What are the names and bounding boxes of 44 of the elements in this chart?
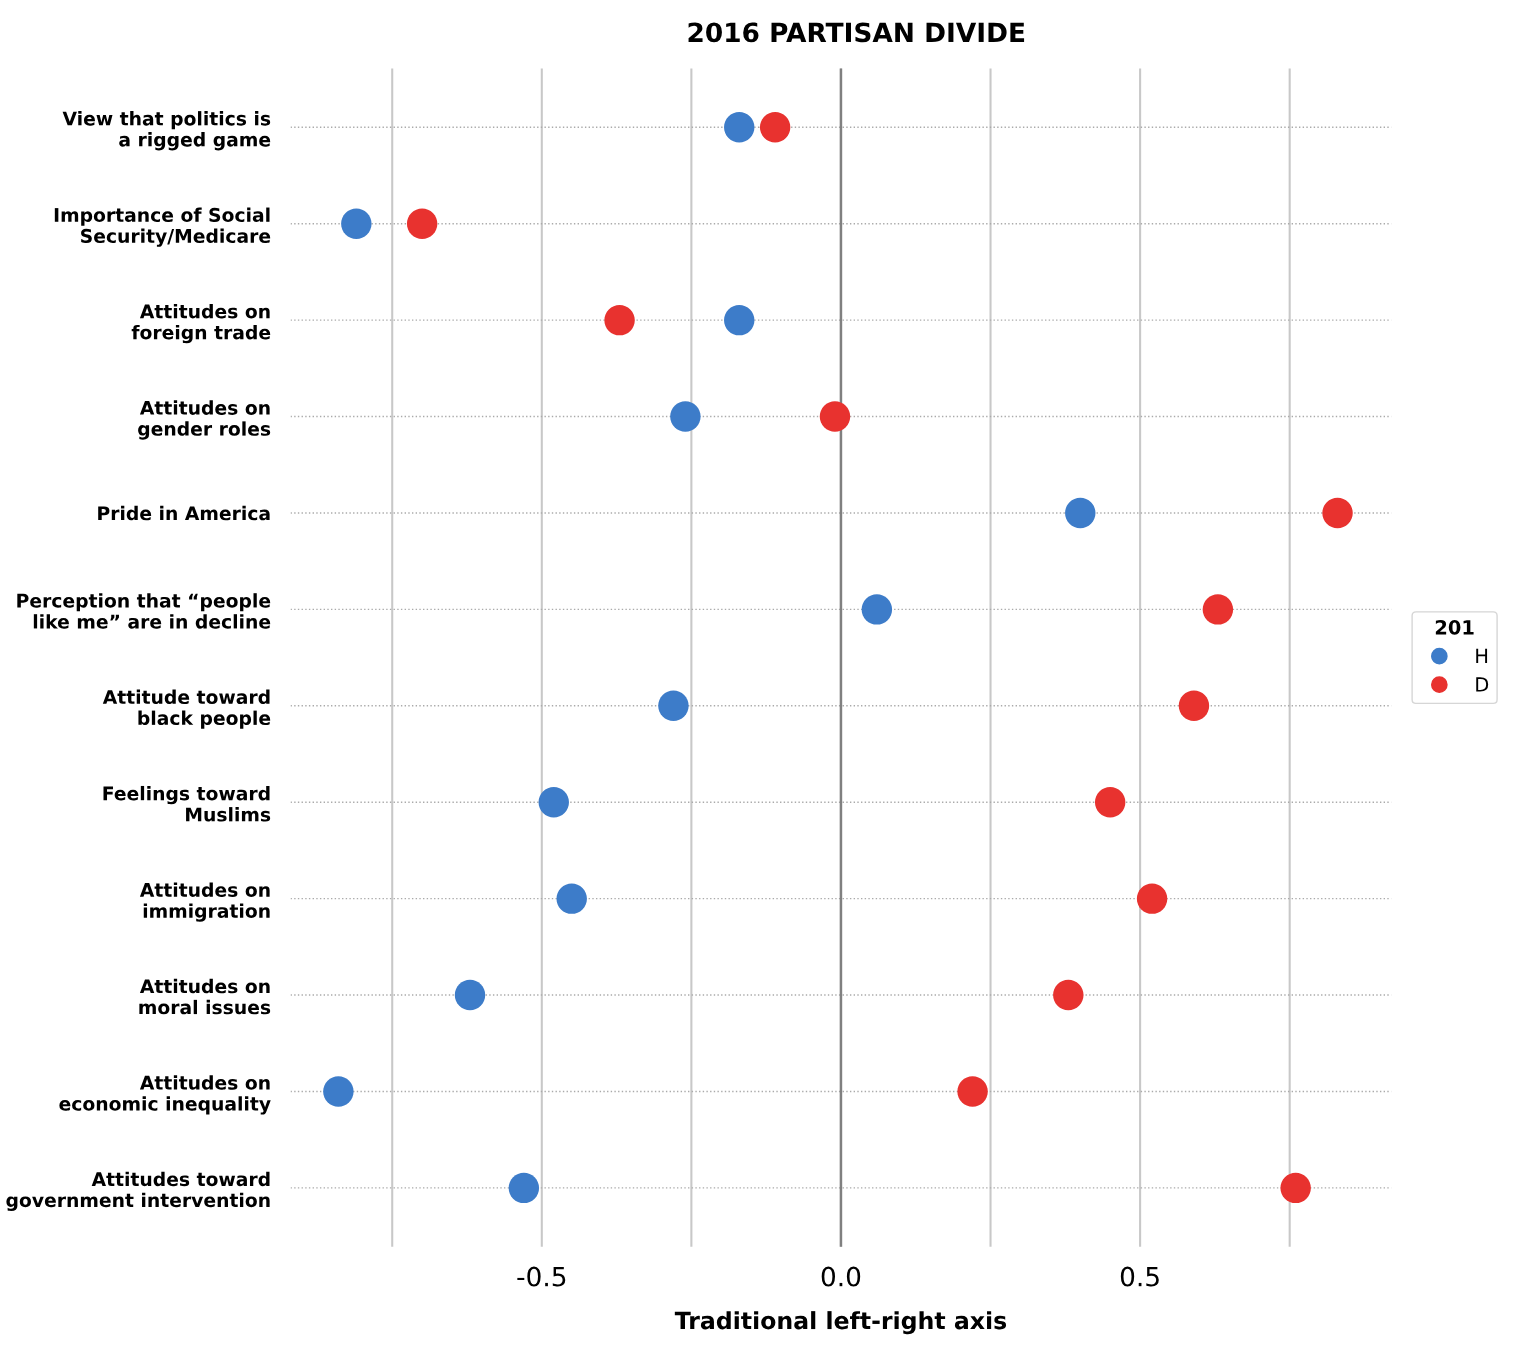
point: [1053, 979, 1084, 1011]
point: [454, 979, 486, 1011]
point: [957, 1076, 988, 1107]
y-tick-label: Attitudes on foreign trade: [131, 303, 271, 344]
y-tick-label: Attitudes on economic inequality: [59, 1075, 271, 1115]
y-tick-label: Attitudes toward government intervention: [6, 1171, 270, 1211]
point: [604, 304, 635, 336]
point: [658, 690, 689, 722]
point: [341, 208, 372, 239]
y-tick-label: Feelings toward Muslims: [103, 785, 271, 822]
point: [1280, 1172, 1311, 1204]
point: [508, 1172, 540, 1204]
y-tick-label: Pride in America: [98, 505, 270, 521]
legend-label: D: [1476, 677, 1489, 692]
y-tick-label: Perception that “people like me” are in decline: [17, 593, 271, 629]
point: [1322, 497, 1353, 529]
point: [1202, 594, 1234, 625]
legend-label: H: [1476, 648, 1488, 663]
point: [724, 112, 755, 143]
point: [556, 883, 587, 914]
y-tick-label: Importance of Social Security/Medicare: [54, 207, 271, 247]
point: [670, 401, 701, 432]
point: [1094, 787, 1126, 818]
y-tick-label: Attitudes on gender roles: [138, 400, 271, 440]
point: [538, 787, 569, 818]
point: [861, 594, 893, 625]
x-axis-title: Traditional left-right axis: [674, 1311, 1007, 1335]
point: [1136, 883, 1168, 914]
point: [1065, 497, 1096, 529]
point: [323, 1076, 354, 1107]
y-tick-label: Attitude toward black people: [102, 689, 271, 729]
legend-title: 201: [1435, 619, 1474, 635]
y-tick-label: View that politics is a rigged game: [62, 111, 271, 151]
y-tick-label: Attitudes on immigration: [139, 882, 270, 922]
point: [819, 401, 851, 432]
point: [406, 208, 438, 239]
y-tick-label: Attitudes on moral issues: [139, 978, 271, 1015]
chart-title: 2016 PARTISAN DIVIDE: [688, 22, 1025, 43]
x-tick-label: 0.5: [1120, 1266, 1159, 1287]
point: [724, 304, 755, 336]
x-tick-label: 0.0: [821, 1266, 861, 1287]
point: [759, 112, 791, 143]
point: [1178, 690, 1210, 722]
x-tick-label: -0.5: [517, 1266, 566, 1287]
